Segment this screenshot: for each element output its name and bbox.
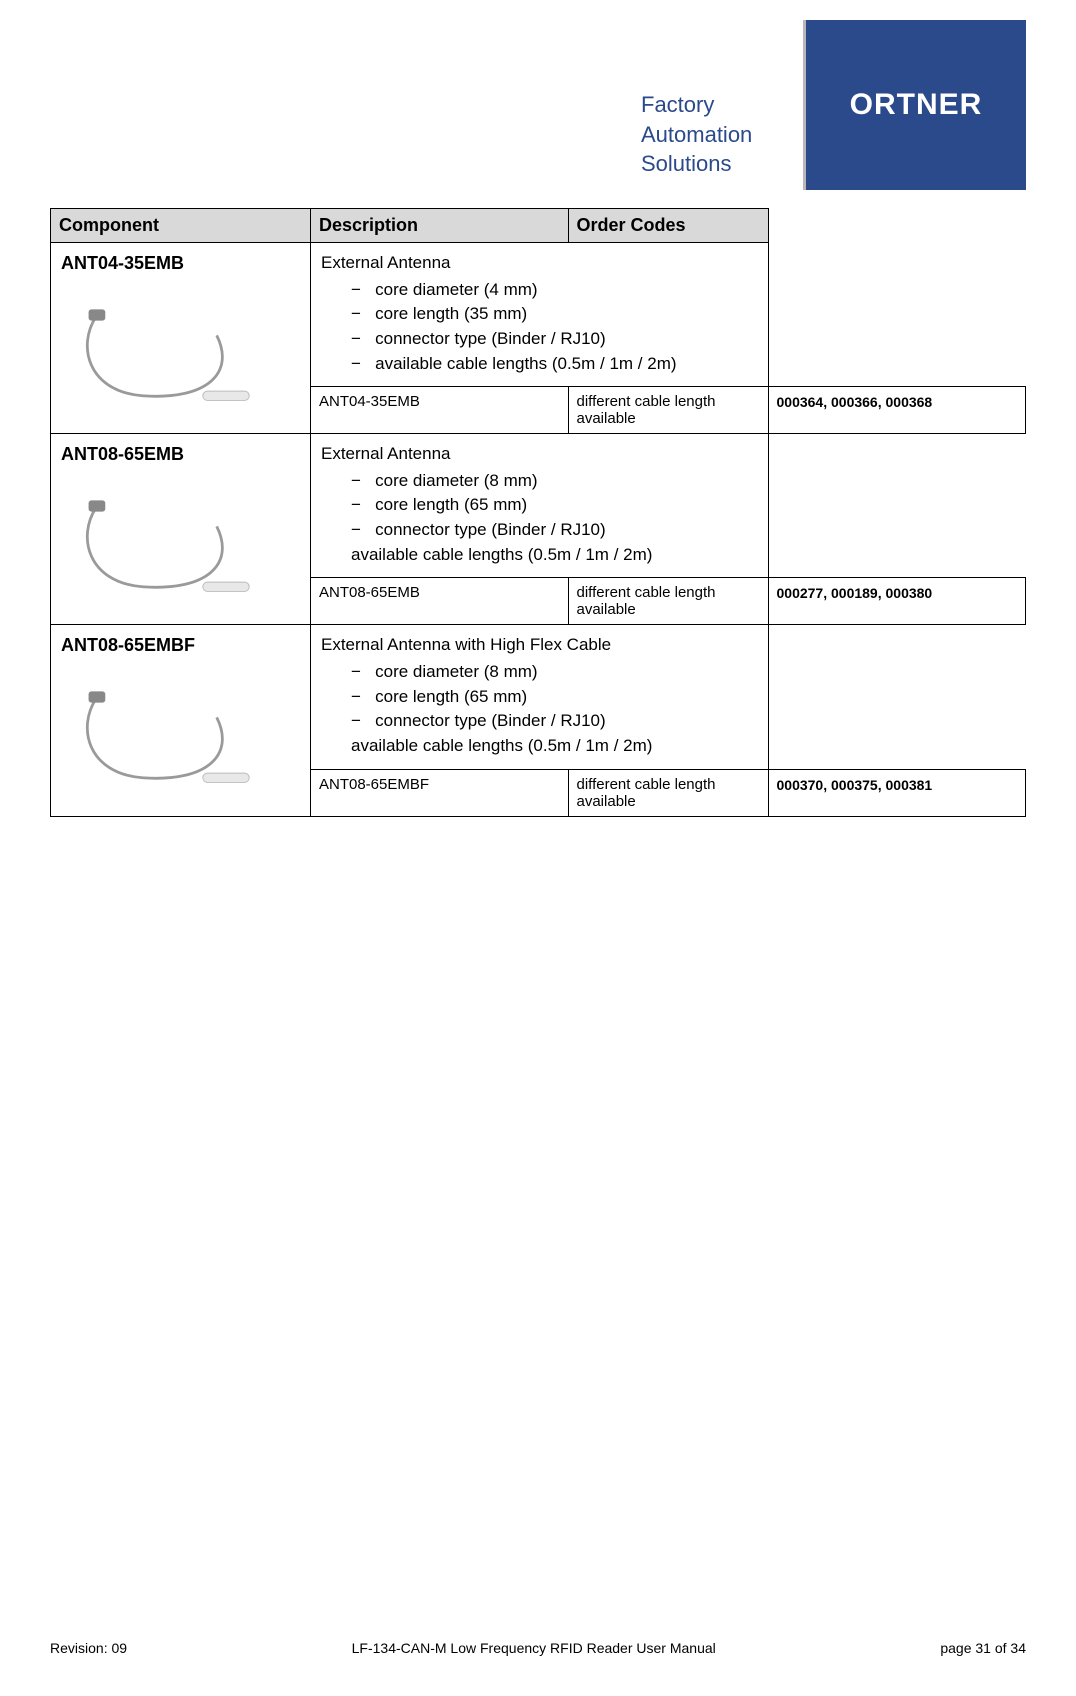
sub-note: different cable length available [568,769,768,816]
description-cell: External Antenna core diameter (4 mm)cor… [311,243,769,387]
spec-list: core diameter (4 mm)core length (35 mm)c… [351,278,758,377]
component-cell: ANT08-65EMB [51,434,311,625]
brand-tagline: Factory Automation Solutions [641,20,806,190]
header-order-codes: Order Codes [568,209,768,243]
table-header-row: Component Description Order Codes [51,209,1026,243]
components-table: Component Description Order Codes ANT04-… [50,208,1026,817]
spec-item: core length (35 mm) [351,302,758,327]
spec-list: core diameter (8 mm)core length (65 mm)c… [351,660,758,734]
table-row: ANT04-35EMB External Antenna core diamet… [51,243,1026,387]
sub-model: ANT08-65EMBF [311,769,569,816]
spec-item: core diameter (8 mm) [351,469,758,494]
header-description: Description [311,209,569,243]
table-row: ANT08-65EMB External Antenna core diamet… [51,434,1026,578]
description-title: External Antenna [321,442,758,467]
tagline-line: Solutions [641,149,785,179]
page-footer: Revision: 09 LF-134-CAN-M Low Frequency … [50,1640,1026,1656]
antenna-cable-icon [61,475,261,615]
spec-item: core length (65 mm) [351,685,758,710]
antenna-cable-icon [61,666,261,806]
brand-logo: ORTNER [806,20,1026,190]
component-name: ANT04-35EMB [61,253,300,274]
component-cell: ANT08-65EMBF [51,625,311,816]
order-codes: 000364, 000366, 000368 [768,387,1026,434]
tagline-line: Automation [641,120,785,150]
component-name: ANT08-65EMB [61,444,300,465]
spec-item: connector type (Binder / RJ10) [351,709,758,734]
footer-revision: Revision: 09 [50,1640,127,1656]
spec-list: core diameter (8 mm)core length (65 mm)c… [351,469,758,543]
spec-item: core diameter (4 mm) [351,278,758,303]
header-component: Component [51,209,311,243]
description-cell: External Antenna core diameter (8 mm)cor… [311,434,769,578]
spec-item: available cable lengths (0.5m / 1m / 2m) [351,352,758,377]
footer-page: page 31 of 34 [940,1640,1026,1656]
table-row: ANT08-65EMBF External Antenna with High … [51,625,1026,769]
tagline-line: Factory [641,90,785,120]
component-cell: ANT04-35EMB [51,243,311,434]
spec-item: core diameter (8 mm) [351,660,758,685]
spec-item: connector type (Binder / RJ10) [351,327,758,352]
order-codes: 000277, 000189, 000380 [768,578,1026,625]
sub-note: different cable length available [568,578,768,625]
antenna-cable-icon [61,284,261,424]
sub-model: ANT04-35EMB [311,387,569,434]
component-name: ANT08-65EMBF [61,635,300,656]
description-title: External Antenna [321,251,758,276]
spec-item: core length (65 mm) [351,493,758,518]
spec-item: connector type (Binder / RJ10) [351,518,758,543]
order-codes: 000370, 000375, 000381 [768,769,1026,816]
spec-trailing: available cable lengths (0.5m / 1m / 2m) [351,734,758,759]
sub-model: ANT08-65EMB [311,578,569,625]
page-header: Factory Automation Solutions ORTNER [50,20,1026,190]
description-cell: External Antenna with High Flex Cable co… [311,625,769,769]
logo-text: ORTNER [850,88,983,122]
spec-trailing: available cable lengths (0.5m / 1m / 2m) [351,543,758,568]
footer-title: LF-134-CAN-M Low Frequency RFID Reader U… [352,1640,716,1656]
description-title: External Antenna with High Flex Cable [321,633,758,658]
sub-note: different cable length available [568,387,768,434]
